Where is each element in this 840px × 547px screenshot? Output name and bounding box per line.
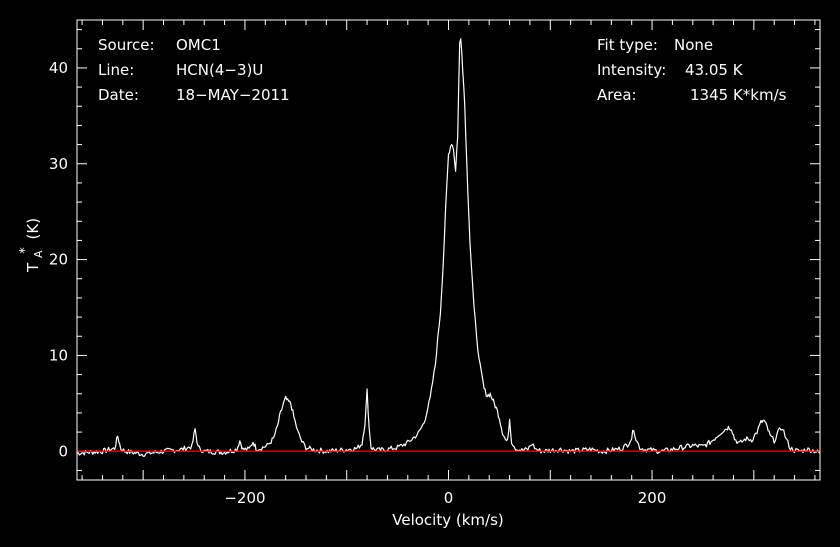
info-left-value: 18−MAY−2011	[176, 86, 290, 104]
plot-frame	[76, 19, 821, 481]
info-right-key: Intensity:	[597, 61, 666, 79]
info-right-value: None	[674, 36, 713, 54]
info-left-key: Date:	[98, 86, 139, 104]
svg-text:T A * (K): T A * (K)	[15, 218, 46, 273]
y-tick-label: 0	[58, 442, 68, 460]
info-right-value: 43.05 K	[685, 61, 744, 79]
y-tick-label: 20	[49, 251, 68, 269]
y-axis-label-main: T	[24, 262, 42, 273]
y-axis-label: T A * (K)	[15, 218, 46, 273]
y-axis-label-unit: (K)	[24, 218, 42, 240]
info-right-value: 1345 K*km/s	[690, 86, 787, 104]
info-left-key: Line:	[98, 61, 134, 79]
info-right-key: Area:	[597, 86, 637, 104]
info-right-key: Fit type:	[597, 36, 658, 54]
x-tick-label: 0	[444, 489, 454, 507]
spectrum-line	[76, 38, 821, 457]
info-left-value: HCN(4−3)U	[176, 61, 263, 79]
y-tick-label: 40	[49, 59, 68, 77]
x-tick-label: 200	[638, 489, 667, 507]
y-tick-label: 10	[49, 346, 68, 364]
x-tick-label: −200	[224, 489, 265, 507]
info-left-key: Source:	[98, 36, 155, 54]
x-axis-label: Velocity (km/s)	[392, 511, 503, 529]
y-tick-label: 30	[49, 155, 68, 173]
info-left-value: OMC1	[176, 36, 221, 54]
y-axis-label-sub: A	[32, 250, 45, 258]
y-axis-label-sup: *	[18, 247, 33, 254]
